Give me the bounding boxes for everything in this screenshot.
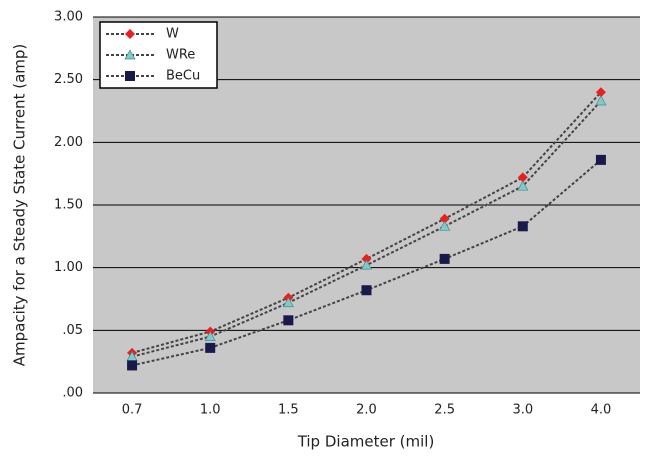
x-tick-label: 2.0	[356, 403, 377, 418]
marker	[361, 285, 372, 296]
x-tick-label: 0.7	[122, 403, 143, 418]
x-tick-label: 4.0	[591, 403, 612, 418]
marker	[360, 259, 373, 270]
marker	[595, 95, 607, 106]
x-tick-label: 2.5	[434, 403, 455, 418]
marker	[205, 342, 216, 353]
marker	[127, 360, 138, 371]
x-tick-label: 3.0	[512, 403, 533, 418]
marker	[517, 172, 528, 183]
marker	[204, 330, 216, 341]
y-tick-label: 2.00	[54, 135, 83, 150]
marker	[283, 315, 294, 326]
legend-box	[99, 21, 218, 89]
legend-marker	[124, 49, 136, 60]
x-axis-title: Tip Diameter (mil)	[297, 433, 435, 451]
y-tick-label: .00	[62, 386, 83, 401]
y-tick-label: 1.00	[54, 260, 83, 275]
y-tick-label: 2.50	[54, 72, 83, 87]
marker	[517, 180, 529, 191]
marker	[439, 213, 450, 224]
legend-label: BeCu	[166, 69, 200, 84]
y-tick-label: .05	[62, 323, 83, 338]
marker	[595, 87, 606, 98]
marker	[361, 253, 372, 264]
x-tick-label: 1.5	[278, 403, 299, 418]
y-tick-label: 1.50	[54, 198, 83, 213]
marker	[517, 221, 528, 232]
legend-marker	[125, 71, 135, 81]
marker	[439, 220, 451, 231]
legend-label: W	[166, 27, 179, 42]
legend-label: WRe	[166, 48, 195, 63]
legend-marker	[125, 29, 135, 39]
marker	[595, 154, 606, 165]
x-tick-label: 1.0	[200, 403, 221, 418]
y-tick-label: 3.00	[54, 10, 83, 25]
marker	[282, 297, 294, 308]
marker	[439, 253, 450, 264]
y-axis-title: Ampacity for a Steady State Current (amp…	[11, 44, 29, 366]
